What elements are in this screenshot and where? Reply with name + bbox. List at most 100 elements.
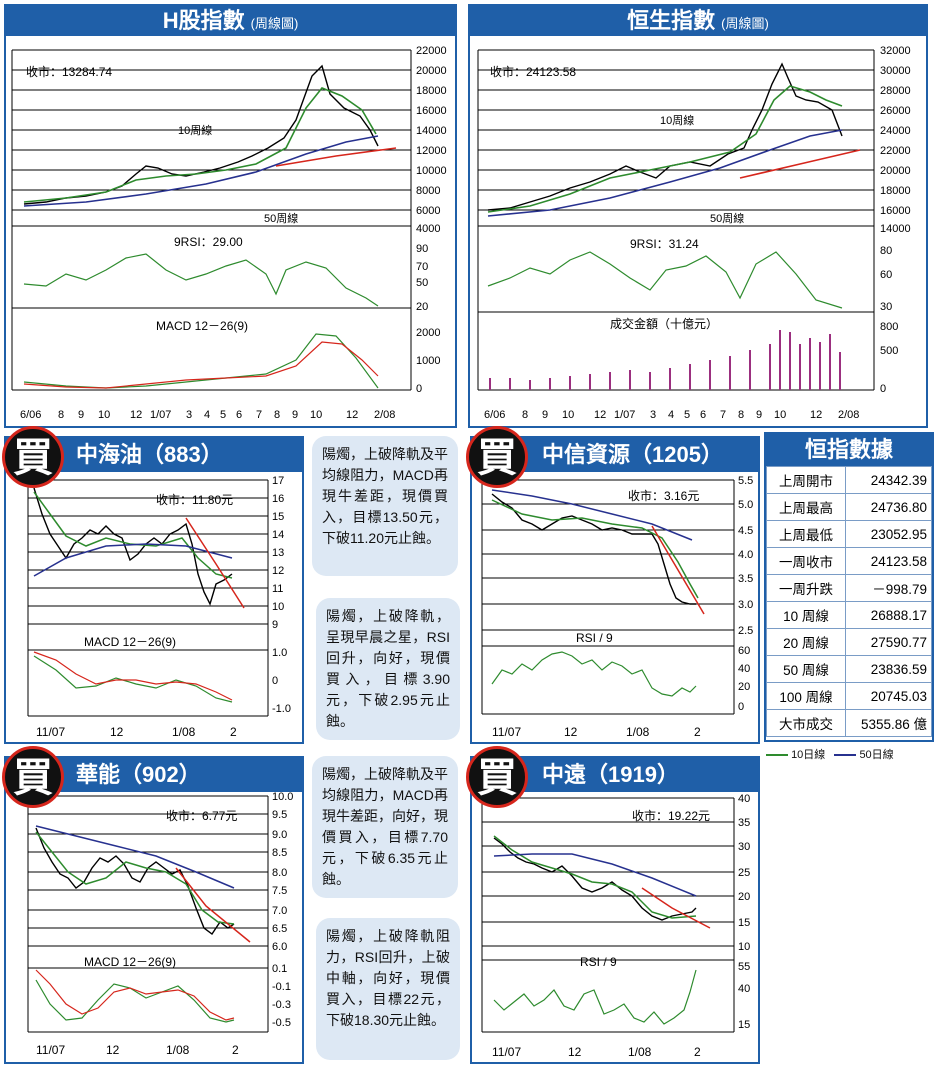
table-key: 上周最高 (766, 493, 846, 521)
tick: 2 (694, 725, 701, 739)
hshare-ma10-line (23, 87, 377, 203)
huaneng-candles (35, 827, 235, 936)
hshare-rsi-line (23, 253, 379, 307)
tick: 2.5 (738, 625, 753, 637)
tick: 6000 (416, 205, 440, 217)
cnooc-trend-line (185, 517, 245, 609)
tick: 2 (694, 1045, 701, 1059)
tick: 8.5 (272, 847, 287, 859)
tick: 30000 (880, 65, 911, 77)
cnooc-price-ticks: 17 16 15 14 13 12 11 10 9 1.0 0 -1.0 (272, 475, 291, 715)
table-key: 100 周線 (766, 682, 846, 710)
tick: 9 (292, 409, 298, 421)
tick: 4 (668, 409, 674, 421)
ma-legend: 10日線 50日線 (766, 746, 894, 762)
table-value: 24123.58 (845, 547, 932, 575)
cnooc-candles (33, 487, 233, 606)
hsi-table-title: 恒指數據 (766, 434, 932, 466)
cosco-rsi-label: RSI / 9 (580, 955, 617, 969)
citic-grid (481, 479, 735, 715)
huaneng-buy-badge: 買 (2, 746, 64, 808)
hsi-title: 恒生指數 (周線圖) (470, 6, 926, 36)
tick: 6.0 (272, 941, 287, 953)
tick: 22000 (880, 145, 911, 157)
tick: 55 (738, 961, 750, 973)
tick: 18000 (416, 85, 447, 97)
tick: 1/08 (626, 725, 650, 739)
tick: 1.0 (272, 647, 287, 659)
tick: 15 (738, 1019, 750, 1031)
tick: 12 (594, 409, 606, 421)
hshare-title-text: H股指數 (162, 8, 245, 33)
tick: 15 (738, 917, 750, 929)
tick: 8.0 (272, 867, 287, 879)
tick: 10000 (416, 165, 447, 177)
cnooc-grid (27, 479, 269, 717)
tick: 7 (720, 409, 726, 421)
table-row: 大市成交 5355.86 億 (766, 709, 932, 737)
tick: 6/06 (20, 409, 41, 421)
hsi-volume-bars (489, 330, 841, 390)
hsi-ma50-label: 50周線 (710, 211, 744, 225)
tick: 12 (564, 725, 578, 739)
table-key: 上周開市 (766, 466, 846, 494)
tick: 17 (272, 475, 284, 487)
hsi-close-label: 收市：24123.58 (490, 64, 576, 79)
tick: 14000 (416, 125, 447, 137)
tick: 6/06 (484, 409, 505, 421)
citic-rsi-label: RSI / 9 (576, 631, 613, 645)
cosco-grid (481, 797, 735, 1033)
table-row: 上周開市 24342.39 (766, 466, 932, 494)
huaneng-trend-line (175, 867, 251, 943)
tick: 60 (738, 645, 750, 657)
hshare-subtitle: (周線圖) (250, 16, 299, 31)
table-value: 23052.95 (845, 520, 932, 548)
tick: 16 (272, 493, 284, 505)
citic-ma-short (491, 499, 699, 599)
cosco-close-label: 收市：19.22元 (632, 808, 710, 823)
hshare-grid (11, 49, 412, 391)
tick: 12 (110, 725, 124, 739)
tick: 14000 (880, 223, 911, 235)
tick: 2/08 (374, 409, 395, 421)
table-value: －998.79 (845, 574, 932, 602)
citic-candles (491, 493, 696, 605)
tick: 8 (522, 409, 528, 421)
tick: 11/07 (36, 725, 65, 739)
legend-ma10-swatch (766, 754, 788, 757)
cosco-chart: 40 35 30 25 20 15 10 55 40 15 收市：19.22元 RSI … (481, 793, 750, 1059)
tick: 10.0 (272, 792, 293, 803)
tick: 18000 (880, 185, 911, 197)
hsi-candles (487, 62, 843, 211)
tick: 14 (272, 529, 284, 541)
tick: 20 (738, 681, 750, 693)
tick: 6.5 (272, 923, 287, 935)
cnooc-ma-long (33, 543, 233, 577)
huaneng-ma-long (35, 825, 235, 889)
hsi-subtitle: (周線圖) (721, 16, 769, 31)
hsi-table: 上周開市 24342.39 上周最高 24736.80 上周最低 23052.95 一… (766, 466, 932, 737)
tick: 4.5 (738, 525, 753, 537)
tick: 1/08 (166, 1043, 190, 1057)
tick: 32000 (880, 45, 911, 57)
tick: 4 (204, 409, 210, 421)
table-value: 23836.59 (845, 655, 932, 683)
tick: 50 (416, 277, 428, 289)
tick: 8 (274, 409, 280, 421)
hshare-trend-line (275, 147, 397, 167)
huaneng-panel: 華能（902） 10.0 9.5 9.0 8.5 8.0 7.5 7.0 6.5 6.0… (4, 756, 304, 1064)
tick: 1/07 (614, 409, 635, 421)
tick: 0 (416, 383, 422, 395)
cnooc-close-label: 收市：11.80元 (156, 492, 233, 507)
citic-panel: 中信資源（1205） 5.5 5.0 4.5 4.0 3.5 3.0 2.5 60 40… (470, 436, 760, 744)
tick: 4000 (416, 223, 440, 235)
huaneng-close-label: 收市：6.77元 (166, 808, 237, 823)
hsi-rsi-line (487, 251, 843, 309)
citic-note: 陽燭，上破降軌，呈現早晨之星，RSI回升，向好，現價買入，目標3.90元，下破2… (316, 598, 460, 740)
tick: 60 (880, 269, 892, 281)
tick: 8000 (416, 185, 440, 197)
citic-buy-badge: 買 (466, 426, 528, 488)
huaneng-macd-label: MACD 12－26(9) (84, 955, 176, 969)
legend-ma50-swatch (834, 754, 857, 757)
